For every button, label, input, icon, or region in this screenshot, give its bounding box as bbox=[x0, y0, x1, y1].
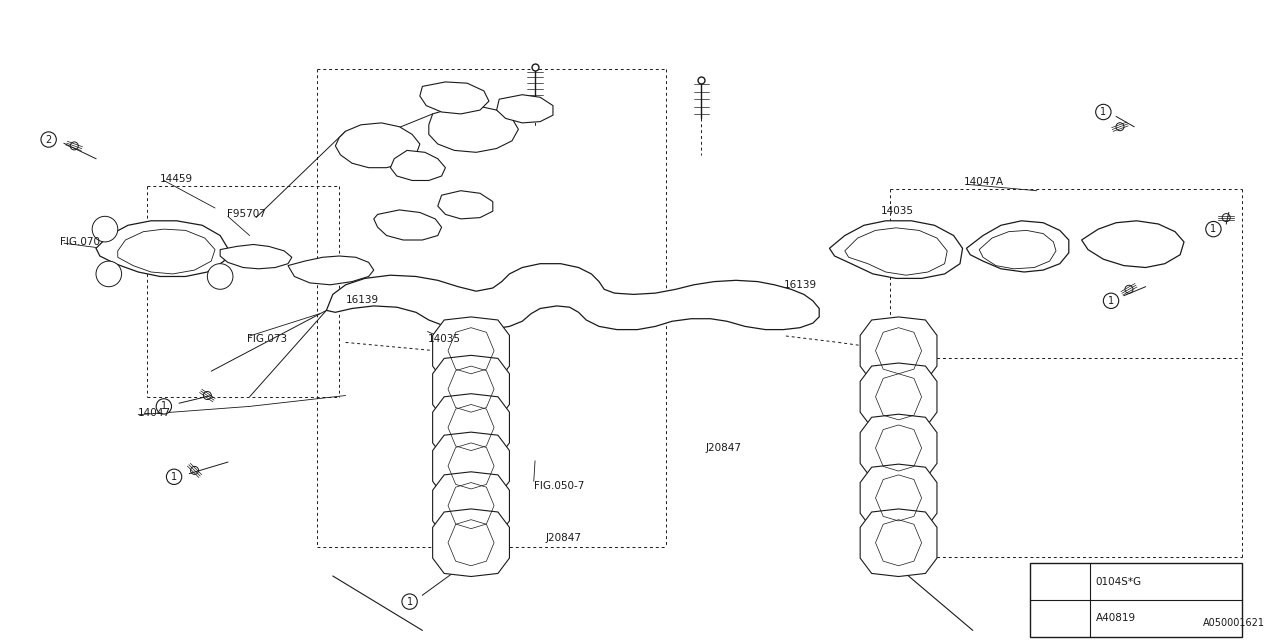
Circle shape bbox=[1125, 285, 1133, 293]
Polygon shape bbox=[433, 394, 509, 461]
Polygon shape bbox=[288, 256, 374, 285]
Polygon shape bbox=[860, 363, 937, 431]
Text: 14459: 14459 bbox=[160, 174, 193, 184]
Text: 0104S*G: 0104S*G bbox=[1096, 577, 1142, 587]
Text: FIG.050-7: FIG.050-7 bbox=[534, 481, 584, 492]
Polygon shape bbox=[497, 95, 553, 123]
Circle shape bbox=[207, 264, 233, 289]
Text: 16139: 16139 bbox=[783, 280, 817, 290]
Circle shape bbox=[204, 392, 211, 399]
Circle shape bbox=[92, 216, 118, 242]
Polygon shape bbox=[326, 264, 819, 330]
Text: 1: 1 bbox=[161, 401, 166, 412]
Circle shape bbox=[1116, 123, 1124, 131]
Text: FIG.070: FIG.070 bbox=[60, 237, 100, 247]
Text: 14047A: 14047A bbox=[964, 177, 1004, 188]
Circle shape bbox=[41, 132, 56, 147]
Circle shape bbox=[156, 399, 172, 414]
Text: 16139: 16139 bbox=[346, 294, 379, 305]
Text: F95707: F95707 bbox=[227, 209, 265, 220]
Polygon shape bbox=[433, 509, 509, 577]
Polygon shape bbox=[1082, 221, 1184, 268]
Text: 1: 1 bbox=[172, 472, 177, 482]
Circle shape bbox=[166, 469, 182, 484]
Circle shape bbox=[1222, 214, 1230, 221]
Polygon shape bbox=[860, 464, 937, 532]
Polygon shape bbox=[96, 221, 228, 276]
Text: 14035: 14035 bbox=[881, 206, 914, 216]
Circle shape bbox=[402, 594, 417, 609]
Text: 1: 1 bbox=[1211, 224, 1216, 234]
Circle shape bbox=[1096, 104, 1111, 120]
Polygon shape bbox=[860, 509, 937, 577]
Circle shape bbox=[1055, 576, 1066, 588]
Polygon shape bbox=[829, 221, 963, 278]
Polygon shape bbox=[335, 123, 420, 168]
Text: J20847: J20847 bbox=[705, 443, 741, 453]
Polygon shape bbox=[420, 82, 489, 114]
Text: 1: 1 bbox=[1057, 577, 1062, 586]
Circle shape bbox=[96, 261, 122, 287]
Polygon shape bbox=[390, 150, 445, 180]
Circle shape bbox=[1055, 612, 1066, 624]
Circle shape bbox=[1206, 221, 1221, 237]
Circle shape bbox=[70, 142, 78, 150]
Text: 14035: 14035 bbox=[428, 334, 461, 344]
Text: 1: 1 bbox=[1101, 107, 1106, 117]
Polygon shape bbox=[433, 472, 509, 540]
Text: J20847: J20847 bbox=[545, 532, 581, 543]
Text: A40819: A40819 bbox=[1096, 613, 1135, 623]
Text: FIG.073: FIG.073 bbox=[247, 334, 287, 344]
Text: 1: 1 bbox=[1108, 296, 1114, 306]
Polygon shape bbox=[860, 317, 937, 385]
Circle shape bbox=[191, 467, 198, 474]
Text: 14047: 14047 bbox=[138, 408, 172, 418]
Polygon shape bbox=[433, 355, 509, 423]
Text: 1: 1 bbox=[407, 596, 412, 607]
Polygon shape bbox=[438, 191, 493, 219]
Polygon shape bbox=[374, 210, 442, 240]
Polygon shape bbox=[966, 221, 1069, 272]
Polygon shape bbox=[433, 317, 509, 385]
Text: 2: 2 bbox=[46, 134, 51, 145]
Polygon shape bbox=[220, 244, 292, 269]
Text: 2: 2 bbox=[1057, 614, 1062, 623]
Polygon shape bbox=[433, 432, 509, 500]
Polygon shape bbox=[429, 106, 518, 152]
Text: A050001621: A050001621 bbox=[1203, 618, 1265, 628]
Polygon shape bbox=[860, 414, 937, 482]
Bar bbox=[1030, 563, 1242, 637]
Circle shape bbox=[1103, 293, 1119, 308]
